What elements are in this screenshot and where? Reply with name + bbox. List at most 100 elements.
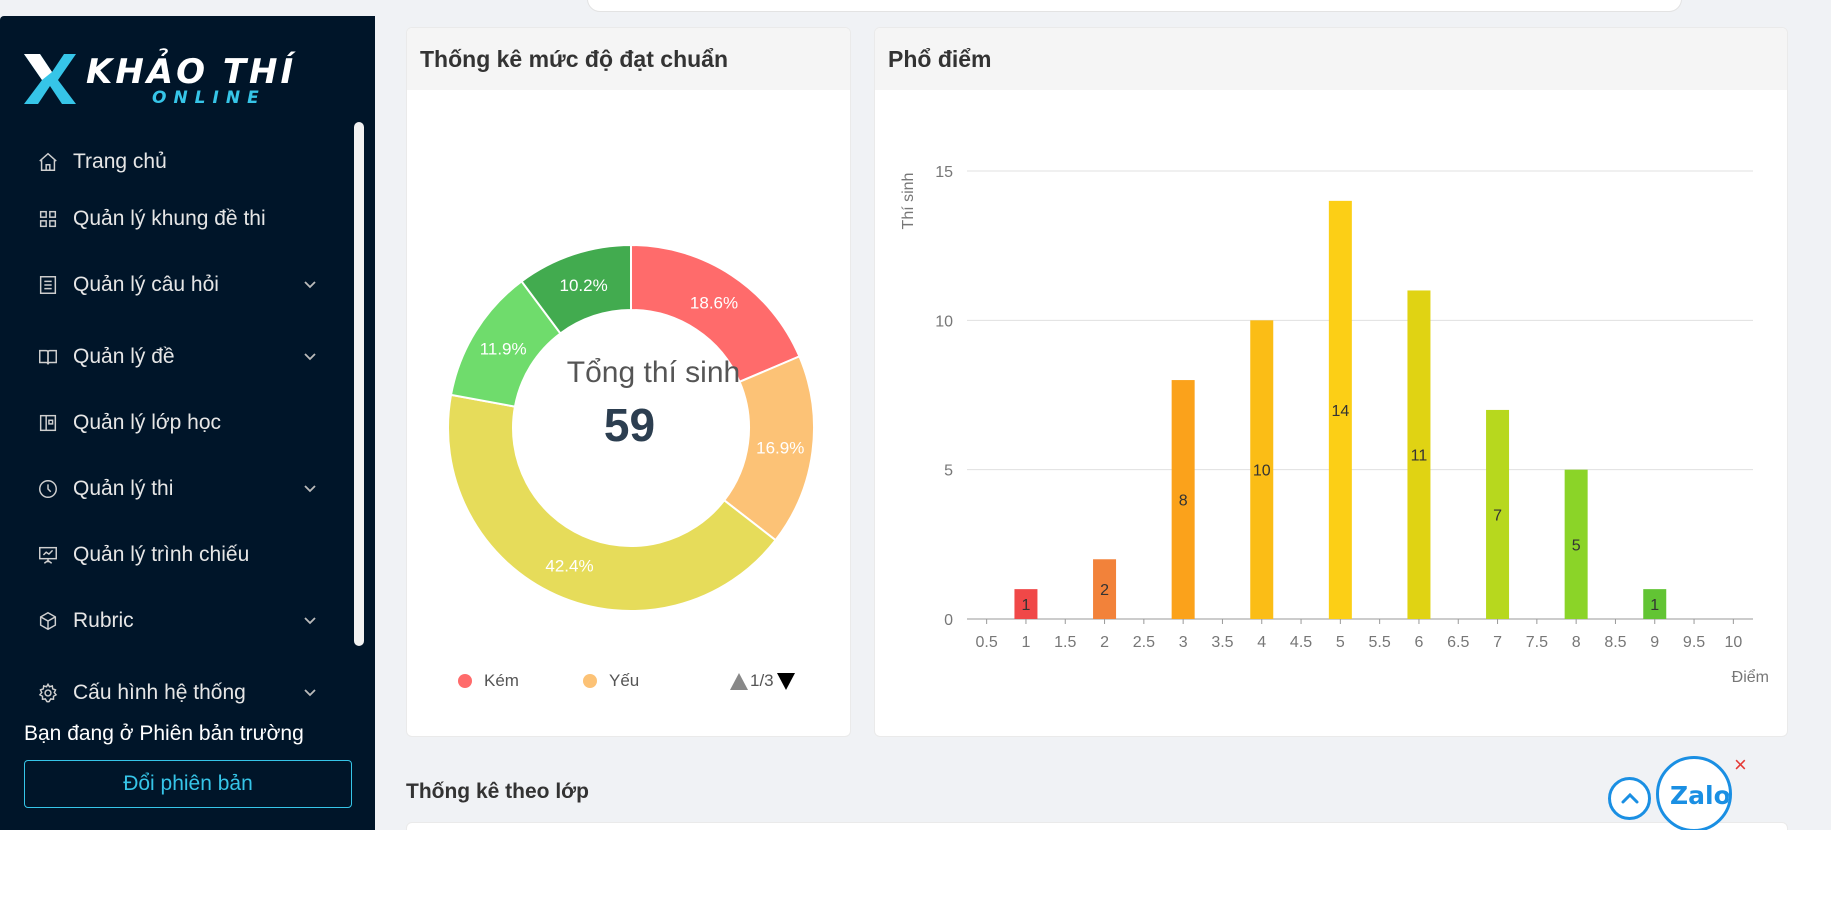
bar-value-label: 14: [1331, 403, 1349, 420]
donut-center-title: Tổng thí sinh: [566, 356, 741, 389]
legend-label: Kém: [484, 671, 519, 690]
scroll-top-button[interactable]: [1608, 777, 1651, 820]
bar-value-label: 2: [1100, 582, 1109, 599]
x-tick-label: 1.5: [1054, 634, 1076, 651]
histogram-bar[interactable]: [1643, 589, 1667, 619]
histogram-bar[interactable]: [1407, 290, 1431, 619]
sidebar-item-label: Quản lý lớp học: [73, 411, 222, 434]
legend-page-indicator: 1/3: [750, 671, 774, 690]
slice-label: 10.2%: [559, 276, 607, 295]
bar-value-label: 1: [1021, 597, 1030, 614]
sidebar-item-label: Trang chủ: [73, 150, 167, 173]
sidebar-item-presentations[interactable]: Quản lý trình chiếu: [0, 533, 340, 577]
switch-version-button[interactable]: Đổi phiên bản: [24, 760, 352, 808]
x-tick-label: 6.5: [1447, 634, 1469, 651]
y-tick-label: 5: [944, 463, 953, 480]
bar-value-label: 5: [1572, 537, 1581, 554]
sidebar-item-label: Quản lý câu hỏi: [73, 273, 219, 296]
histogram-bar[interactable]: [1171, 380, 1195, 619]
donut-chart: 18.6% 16.9% 42.4% 11.9% 10.2%: [447, 243, 815, 612]
x-tick-label: 8.5: [1604, 634, 1626, 651]
settings-icon: [37, 682, 59, 704]
x-tick-label: 1: [1021, 634, 1030, 651]
zalo-label: Zalo: [1670, 781, 1731, 810]
y-axis-label: Thí sinh: [900, 173, 917, 230]
histogram-bar[interactable]: [1014, 589, 1038, 619]
sidebar-item-classes[interactable]: Quản lý lớp học: [0, 401, 340, 445]
chevron-down-icon: [304, 689, 316, 697]
donut-slice[interactable]: [447, 393, 778, 612]
sidebar-item-label: Cấu hình hệ thống: [73, 681, 246, 704]
sidebar-item-label: Quản lý khung đề thi: [73, 207, 266, 230]
sidebar: KHẢO THÍ ONLINE Trang chủ Quản lý khung …: [0, 16, 375, 830]
legend-pager: 1/3: [730, 671, 795, 691]
histogram-bar[interactable]: [1564, 469, 1588, 619]
search-bar[interactable]: [587, 0, 1682, 12]
x-tick-label: 0.5: [976, 634, 998, 651]
legend-dot: [583, 674, 597, 688]
sidebar-item-home[interactable]: Trang chủ: [0, 140, 340, 184]
classroom-icon: [37, 412, 59, 434]
version-info: Bạn đang ở Phiên bản trường: [24, 722, 304, 745]
x-tick-label: 8: [1572, 634, 1581, 651]
bar-value-label: 8: [1179, 493, 1188, 510]
x-tick-label: 2: [1100, 634, 1109, 651]
y-tick-label: 10: [935, 313, 953, 330]
histogram-bar[interactable]: [1093, 559, 1117, 619]
sidebar-item-rubric[interactable]: Rubric: [0, 599, 340, 643]
sidebar-item-label: Quản lý đề: [73, 345, 175, 368]
logo-mark-icon: [24, 54, 76, 104]
sidebar-item-label: Rubric: [73, 609, 134, 632]
book-icon: [37, 346, 59, 368]
score-distribution-card: Phổ điểm 0 5 10 15 0.5 1 1.5 2 2.5 3 3.5 4 4.5 5 5.5 6 6…: [874, 27, 1788, 737]
slice-label: 42.4%: [545, 556, 593, 575]
card-title: Phổ điểm: [875, 28, 1787, 90]
legend-item-yeu[interactable]: Yếu: [583, 671, 639, 691]
grid-icon: [37, 208, 59, 230]
sidebar-item-exam-management[interactable]: Quản lý thi: [0, 467, 340, 511]
x-tick-label: 3.5: [1211, 634, 1233, 651]
class-stats-card: [406, 822, 1788, 830]
slice-label: 18.6%: [690, 293, 738, 312]
x-tick-label: 10: [1724, 634, 1742, 651]
chevron-down-icon: [304, 617, 316, 625]
zalo-close-icon[interactable]: ×: [1734, 752, 1747, 777]
x-tick-label: 5: [1336, 634, 1345, 651]
zalo-chat-button[interactable]: Zalo: [1656, 756, 1732, 830]
x-tick-label: 3: [1179, 634, 1188, 651]
x-tick-label: 6: [1414, 634, 1423, 651]
bar-value-label: 1: [1650, 597, 1659, 614]
sidebar-item-label: Quản lý trình chiếu: [73, 543, 250, 566]
brand-logo[interactable]: KHẢO THÍ ONLINE: [22, 38, 322, 110]
x-tick-label: 9.5: [1683, 634, 1705, 651]
cube-icon: [37, 610, 59, 632]
y-tick-label: 0: [944, 612, 953, 629]
legend-dot: [458, 674, 472, 688]
sidebar-scrollbar[interactable]: [354, 122, 364, 646]
slice-label: 16.9%: [756, 438, 804, 457]
histogram-bar[interactable]: [1250, 320, 1274, 619]
legend-item-kem[interactable]: Kém: [458, 671, 519, 691]
histogram-bar[interactable]: [1328, 200, 1352, 619]
list-icon: [37, 274, 59, 296]
sidebar-item-settings[interactable]: Cấu hình hệ thống: [0, 671, 340, 715]
x-tick-label: 7: [1493, 634, 1502, 651]
legend-label: Yếu: [609, 671, 640, 690]
presentation-icon: [37, 544, 59, 566]
x-tick-label: 7.5: [1526, 634, 1548, 651]
donut-slice[interactable]: [520, 243, 632, 335]
x-tick-label: 2.5: [1133, 634, 1155, 651]
sidebar-item-exams[interactable]: Quản lý đề: [0, 335, 340, 379]
sidebar-item-exam-frame[interactable]: Quản lý khung đề thi: [0, 197, 340, 241]
histogram-bar[interactable]: [1486, 409, 1510, 619]
legend-next-icon[interactable]: [776, 672, 795, 690]
bar-value-label: 7: [1493, 507, 1502, 524]
x-tick-label: 4.5: [1290, 634, 1312, 651]
sidebar-item-label: Quản lý thi: [73, 477, 174, 500]
sidebar-item-questions[interactable]: Quản lý câu hỏi: [0, 263, 340, 307]
x-axis-label: Điểm: [1732, 668, 1769, 686]
chevron-down-icon: [304, 353, 316, 361]
legend-prev-icon[interactable]: [730, 672, 748, 690]
